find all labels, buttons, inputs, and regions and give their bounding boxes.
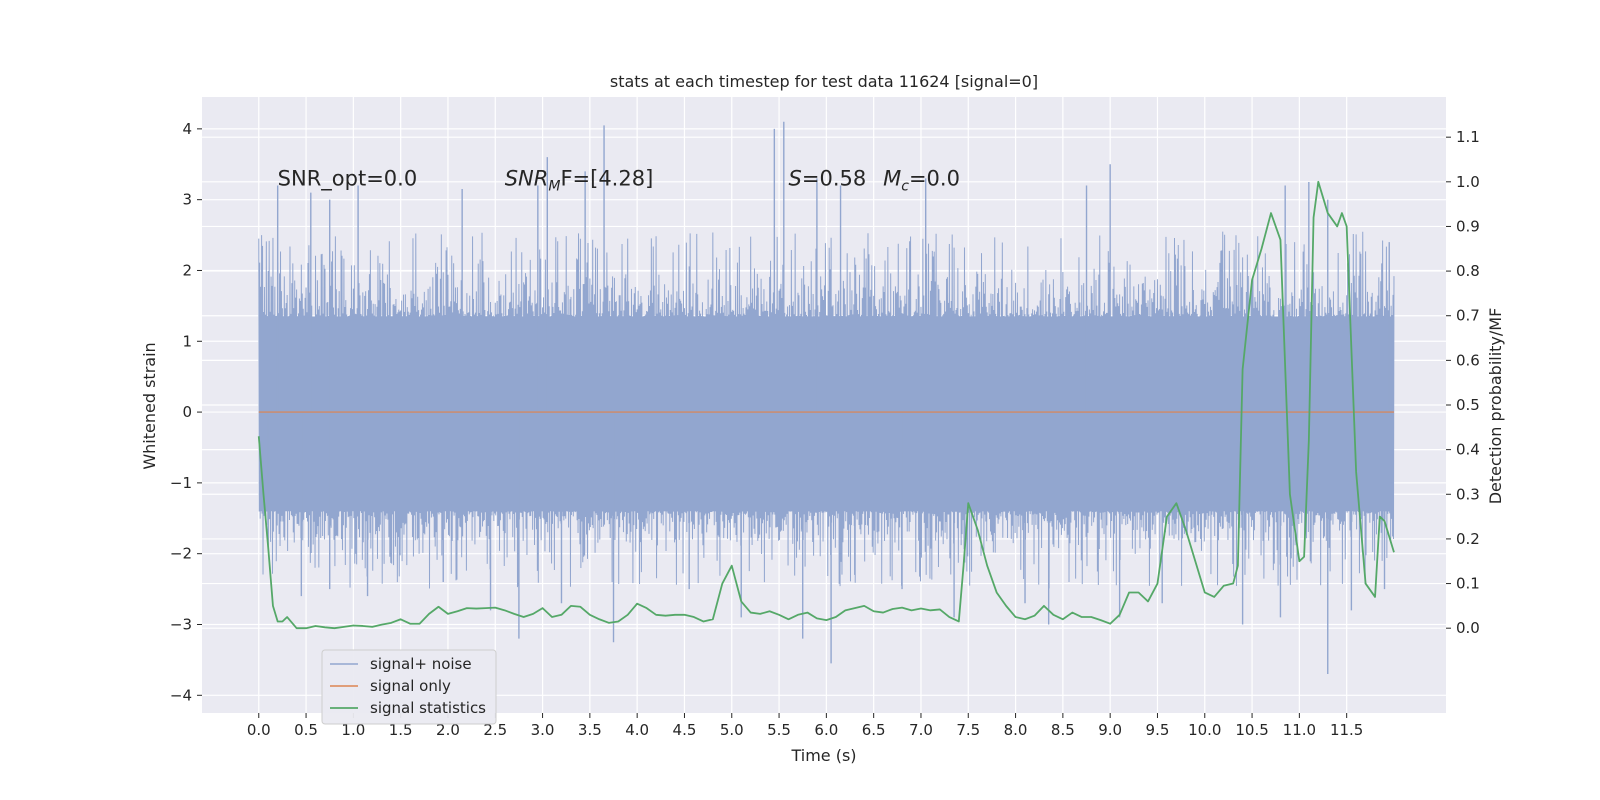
annotation-text: Mc=0.0	[883, 166, 960, 194]
y2-tick-label: 0.8	[1456, 262, 1480, 280]
signal-statistics-line	[257, 180, 1395, 630]
x-tick-label: 1.0	[341, 721, 365, 739]
x-tick-label: 8.5	[1051, 721, 1075, 739]
x-tick-label: 5.5	[767, 721, 791, 739]
x-tick-label: 9.0	[1098, 721, 1122, 739]
y-tick-label: 0	[182, 403, 192, 421]
x-axis-label: Time (s)	[790, 746, 856, 765]
y-tick-label: −3	[170, 615, 192, 633]
y2-axis-label: Detection probability/MF	[1486, 308, 1505, 505]
x-tick-label: 4.5	[673, 721, 697, 739]
legend-box	[321, 649, 497, 725]
x-tick-label: 2.5	[483, 721, 507, 739]
x-tick-label: 6.5	[862, 721, 886, 739]
legend-label: signal+ noise	[370, 655, 472, 673]
x-tick-label: 6.0	[814, 721, 838, 739]
annotation-text: SNRMF=[4.28]	[505, 166, 654, 194]
x-tick-label: 3.0	[531, 721, 555, 739]
y2-tick-label: 1.0	[1456, 173, 1480, 191]
series-signal-noise	[258, 121, 1395, 675]
legend: signal+ noise signal only signal statistic…	[321, 649, 497, 725]
x-tick-label: 9.5	[1146, 721, 1170, 739]
y2-tick-label: 0.9	[1456, 217, 1480, 235]
y2-tick-label: 0.7	[1456, 307, 1480, 325]
series-signal-statistics	[257, 180, 1395, 630]
x-tick-label: 10.0	[1188, 721, 1221, 739]
y-tick-label: −2	[170, 545, 192, 563]
x-tick-label: 11.0	[1283, 721, 1316, 739]
annotation-text: S=0.58	[789, 166, 867, 190]
x-tick-label: 7.0	[909, 721, 933, 739]
y2-tick-label: 0.5	[1456, 396, 1480, 414]
y-tick-label: 4	[182, 120, 192, 138]
annotations: SNR_opt=0.0 SNRMF=[4.28] S=0.58 Mc=0.0	[278, 166, 960, 194]
y-tick-label: 3	[182, 191, 192, 209]
y-axis-label: Whitened strain	[140, 342, 159, 469]
y2-tick-label: 0.4	[1456, 441, 1480, 459]
y2-tick-label: 0.3	[1456, 485, 1480, 503]
x-tick-label: 0.5	[294, 721, 318, 739]
noise-trace	[258, 231, 1395, 589]
x-tick-label: 0.0	[247, 721, 271, 739]
annotation-text: SNR_opt=0.0	[278, 166, 418, 191]
y-tick-label: −4	[170, 686, 192, 704]
y-tick-label: 1	[182, 332, 192, 350]
x-tick-label: 7.5	[956, 721, 980, 739]
x-tick-label: 10.5	[1235, 721, 1268, 739]
legend-label: signal only	[370, 677, 451, 695]
y2-tick-label: 0.2	[1456, 530, 1480, 548]
x-tick-label: 1.5	[389, 721, 413, 739]
y-tick-label: −1	[170, 474, 192, 492]
x-tick-label: 11.5	[1330, 721, 1363, 739]
y-tick-label: 2	[182, 261, 192, 279]
x-tick-label: 3.5	[578, 721, 602, 739]
x-tick-label: 5.0	[720, 721, 744, 739]
x-tick-label: 4.0	[625, 721, 649, 739]
legend-label: signal statistics	[370, 699, 486, 717]
x-tick-label: 2.0	[436, 721, 460, 739]
y2-tick-label: 1.1	[1456, 128, 1480, 146]
y2-tick-label: 0.0	[1456, 619, 1480, 637]
y2-tick-label: 0.1	[1456, 575, 1480, 593]
x-tick-label: 8.0	[1004, 721, 1028, 739]
y2-tick-label: 0.6	[1456, 351, 1480, 369]
axes: 0.0 0.5 1.0 1.5 2.0 2.5 3.0 3.5 4.0 4.5 5.0 5.5 6.0 6…	[170, 120, 1480, 739]
chart-title: stats at each timestep for test data 116…	[610, 72, 1038, 91]
